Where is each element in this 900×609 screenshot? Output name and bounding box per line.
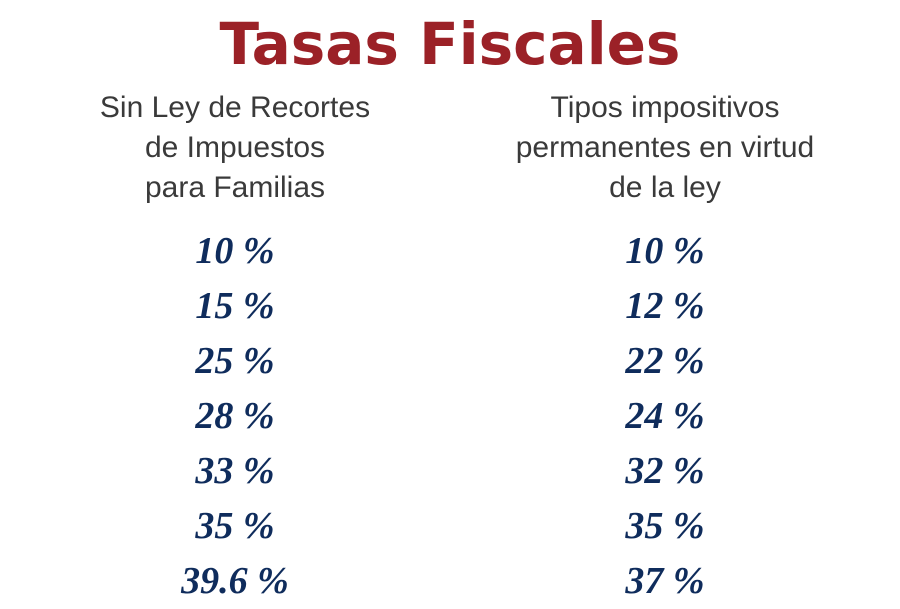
page-title: Tasas Fiscales xyxy=(219,10,681,78)
rate-value: 10 % xyxy=(195,230,275,272)
column-heading: Tipos impositivos permanentes en virtud … xyxy=(455,88,875,214)
rate-value: 32 % xyxy=(625,450,705,492)
heading-line: de Impuestos xyxy=(144,131,326,164)
rate-value: 37 % xyxy=(625,560,705,602)
rate-list: 10 % 15 % 25 % 28 % 33 % 35 % 39.6 % xyxy=(25,224,445,609)
heading-line: de la ley xyxy=(609,171,721,204)
rate-value: 24 % xyxy=(625,395,705,437)
rate-value: 35 % xyxy=(625,505,705,547)
heading-line: Sin Ley de Recortes xyxy=(99,91,371,124)
column-without-law: Sin Ley de Recortes de Impuestos para Fa… xyxy=(25,88,445,609)
rate-value: 22 % xyxy=(625,340,705,382)
heading-line: Tipos impositivos xyxy=(550,91,780,124)
rate-list: 10 % 12 % 22 % 24 % 32 % 35 % 37 % xyxy=(455,224,875,609)
rate-value: 39.6 % xyxy=(181,560,289,602)
column-heading: Sin Ley de Recortes de Impuestos para Fa… xyxy=(25,88,445,214)
rate-value: 25 % xyxy=(195,340,275,382)
column-permanent-rates: Tipos impositivos permanentes en virtud … xyxy=(455,88,875,609)
rate-value: 15 % xyxy=(195,285,275,327)
rate-value: 33 % xyxy=(195,450,275,492)
heading-line: permanentes en virtud xyxy=(515,131,815,164)
rate-value: 35 % xyxy=(195,505,275,547)
rate-value: 10 % xyxy=(625,230,705,272)
rate-value: 12 % xyxy=(625,285,705,327)
heading-line: para Familias xyxy=(144,171,326,204)
rate-value: 28 % xyxy=(195,395,275,437)
